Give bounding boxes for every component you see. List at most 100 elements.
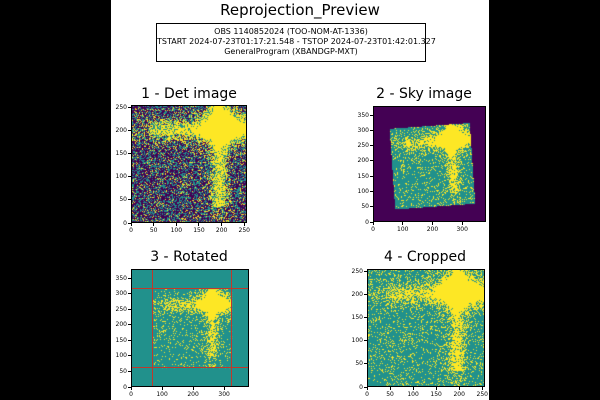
x-tick-label: 200 [187, 391, 199, 398]
y-tick-mark [128, 355, 131, 357]
y-tick-mark [128, 308, 131, 310]
y-tick-mark [370, 175, 373, 177]
x-tick-mark [161, 387, 163, 390]
x-tick-label: 100 [156, 391, 168, 398]
x-tick-mark [481, 387, 483, 390]
y-tick-mark [370, 221, 373, 223]
x-tick-mark [412, 387, 414, 390]
y-tick-mark [128, 386, 131, 388]
y-tick-label: 250 [115, 104, 127, 112]
y-tick-label: 200 [115, 127, 127, 135]
y-tick-mark [128, 130, 131, 132]
y-tick-label: 150 [115, 336, 127, 344]
heatmap-image-2 [374, 107, 485, 221]
panel-title-3: 3 - Rotated [150, 249, 228, 265]
y-tick-mark [128, 176, 131, 178]
y-tick-mark [128, 293, 131, 295]
y-tick-mark [128, 339, 131, 341]
x-tick-mark [372, 222, 374, 225]
y-tick-label: 150 [351, 314, 363, 322]
x-tick-label: 0 [365, 391, 369, 398]
x-tick-label: 0 [129, 227, 133, 234]
y-tick-mark [128, 107, 131, 109]
info-line-times: TSTART 2024-07-23T01:17:21.548 - TSTOP 2… [157, 37, 436, 46]
x-tick-label: 200 [426, 226, 439, 233]
y-tick-mark [128, 370, 131, 372]
y-tick-mark [364, 317, 367, 319]
x-tick-mark [153, 223, 155, 226]
x-tick-mark [198, 223, 200, 226]
y-tick-label: 300 [357, 126, 369, 134]
crop-line-horizontal-1 [132, 367, 248, 369]
y-tick-mark [364, 271, 367, 273]
y-tick-mark [370, 114, 373, 116]
y-tick-label: 100 [351, 337, 363, 345]
y-tick-mark [364, 340, 367, 342]
y-tick-mark [364, 386, 367, 388]
y-tick-label: 200 [351, 291, 363, 299]
x-tick-mark [221, 223, 223, 226]
y-tick-mark [128, 153, 131, 155]
x-tick-mark [461, 222, 463, 225]
x-tick-mark [192, 387, 194, 390]
y-tick-label: 50 [119, 367, 127, 375]
x-tick-mark [458, 387, 460, 390]
y-tick-mark [128, 222, 131, 224]
y-tick-label: 150 [115, 150, 127, 158]
info-line-obs: OBS 1140852024 (TOO-NOM-AT-1336) [214, 27, 368, 36]
x-tick-mark [130, 223, 132, 226]
y-tick-label: 50 [355, 360, 363, 368]
x-tick-mark [431, 222, 433, 225]
y-tick-label: 50 [361, 203, 369, 211]
y-tick-mark [128, 199, 131, 201]
x-tick-label: 0 [129, 391, 133, 398]
y-tick-label: 250 [351, 268, 363, 276]
y-tick-mark [370, 129, 373, 131]
y-tick-label: 150 [357, 172, 369, 180]
y-tick-label: 250 [357, 142, 369, 150]
y-tick-label: 350 [115, 274, 127, 282]
crop-line-vertical-1 [151, 270, 153, 386]
x-tick-label: 250 [238, 227, 250, 234]
y-tick-label: 200 [115, 321, 127, 329]
x-tick-label: 100 [397, 226, 409, 233]
y-tick-label: 350 [357, 111, 369, 119]
x-tick-label: 250 [476, 391, 488, 398]
heatmap-axes-1 [131, 105, 247, 223]
y-tick-label: 50 [119, 196, 127, 204]
y-tick-label: 0 [365, 218, 369, 226]
y-tick-mark [128, 324, 131, 326]
x-tick-label: 50 [386, 391, 394, 398]
y-tick-label: 250 [115, 305, 127, 313]
crop-line-vertical-2 [230, 270, 232, 386]
y-tick-mark [364, 294, 367, 296]
y-tick-mark [128, 277, 131, 279]
x-tick-label: 0 [371, 226, 375, 233]
y-tick-label: 0 [123, 383, 127, 391]
crop-line-horizontal-2 [132, 288, 248, 290]
y-tick-label: 0 [359, 383, 363, 391]
heatmap-image-1 [132, 106, 246, 222]
x-tick-label: 100 [170, 227, 183, 234]
x-tick-mark [175, 223, 177, 226]
info-line-program: GeneralProgram (XBANDGP-MXT) [224, 47, 358, 56]
x-tick-label: 200 [215, 227, 228, 234]
heatmap-image-4 [368, 270, 484, 386]
heatmap-axes-4 [367, 269, 485, 387]
x-tick-mark [402, 222, 404, 225]
observation-info-box: OBS 1140852024 (TOO-NOM-AT-1336) TSTART … [156, 23, 436, 62]
panel-title-2: 2 - Sky image [376, 86, 472, 102]
heatmap-axes-3 [131, 269, 249, 387]
y-tick-label: 100 [115, 173, 127, 181]
y-tick-label: 100 [357, 187, 369, 195]
x-tick-mark [223, 387, 225, 390]
x-tick-label: 300 [218, 391, 230, 398]
x-tick-label: 100 [407, 391, 419, 398]
y-tick-mark [370, 145, 373, 147]
figure-title: Reprojection_Preview [220, 1, 380, 19]
y-tick-mark [364, 363, 367, 365]
heatmap-image-3 [132, 270, 248, 386]
y-tick-mark [370, 190, 373, 192]
y-tick-mark [370, 160, 373, 162]
x-tick-label: 200 [453, 391, 465, 398]
